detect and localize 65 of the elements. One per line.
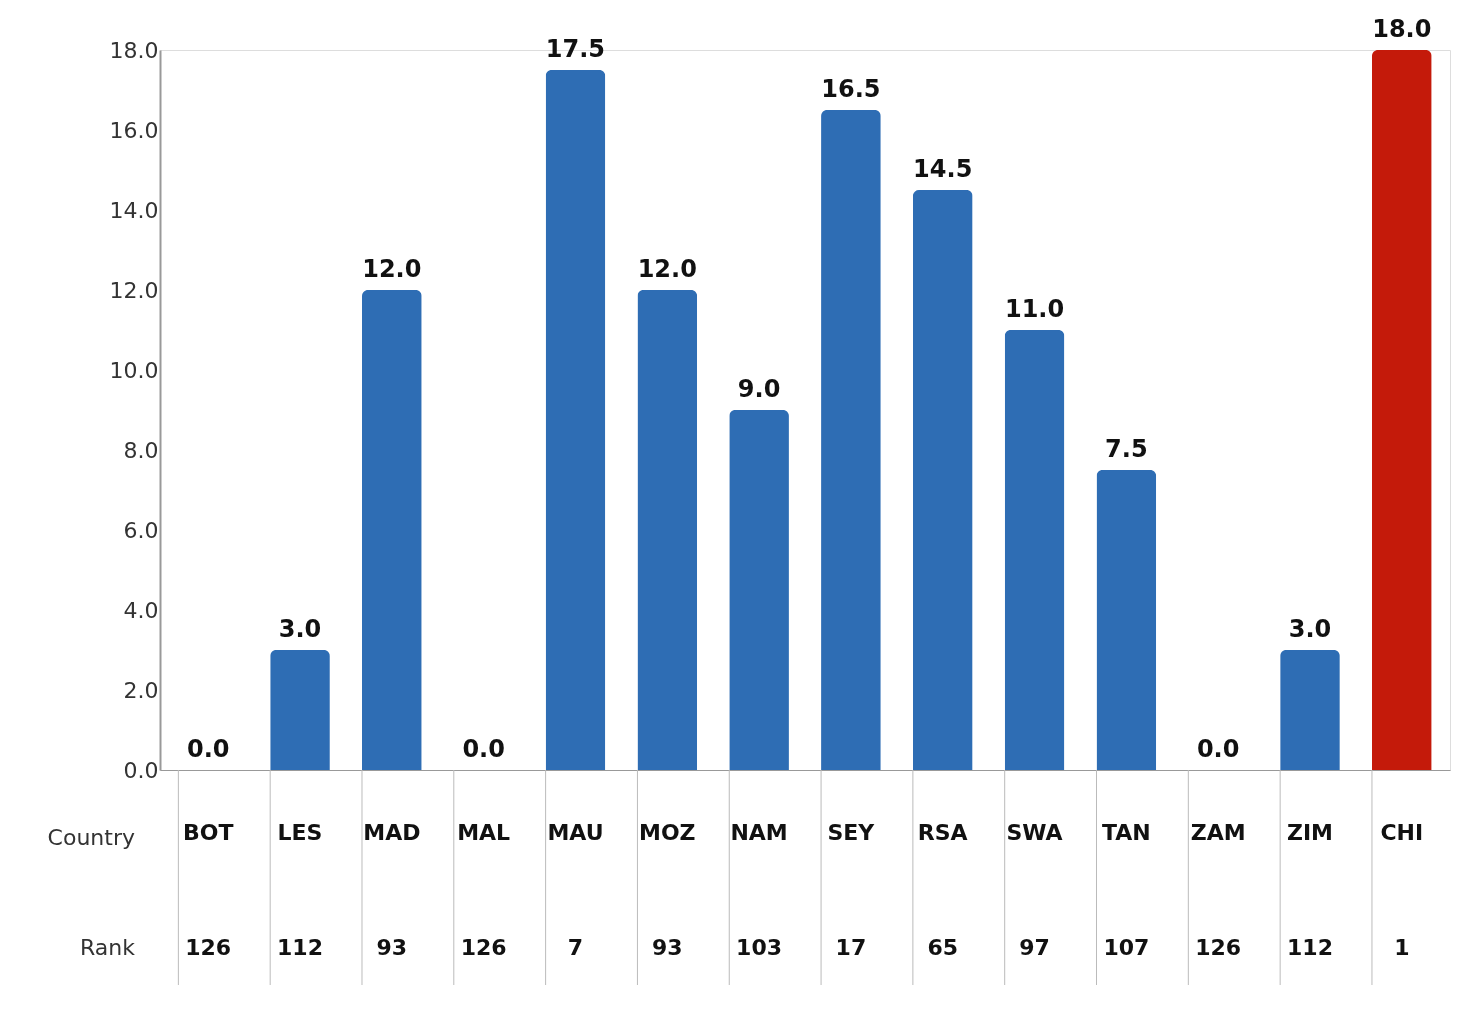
text: 112 xyxy=(1287,935,1333,960)
x-tick-label: MAU xyxy=(547,819,604,845)
text: 107 xyxy=(1103,935,1150,960)
data-label: 11.0 xyxy=(1004,295,1065,323)
x-tick-label: ZIM xyxy=(1286,819,1333,845)
text: Rank xyxy=(80,935,136,960)
data-label: 18.0 xyxy=(1372,15,1432,43)
bar xyxy=(545,70,606,770)
x-tick-label: MAD xyxy=(363,819,421,845)
bar xyxy=(1096,470,1157,770)
x-tick-label: CHI xyxy=(1380,819,1424,845)
x-tick-label: RSA xyxy=(917,819,968,845)
data-label: 14.5 xyxy=(913,155,973,183)
y-tick-label: 18.0 xyxy=(109,37,159,63)
data-label: 17.5 xyxy=(545,35,606,63)
text: 126 xyxy=(185,935,232,960)
text: 93 xyxy=(651,935,683,960)
bar xyxy=(1004,330,1065,770)
text: 126 xyxy=(1195,935,1242,960)
data-label: 7.5 xyxy=(1105,435,1148,463)
text: 112 xyxy=(277,935,323,960)
text: 126 xyxy=(460,935,507,960)
text: 65 xyxy=(927,935,959,960)
text: 7 xyxy=(567,935,584,960)
data-label: 3.0 xyxy=(278,615,322,643)
data-label: 3.0 xyxy=(1288,615,1332,643)
data-label: 0.0 xyxy=(462,735,505,763)
bar xyxy=(912,190,973,770)
y-tick-label: 10.0 xyxy=(109,357,159,383)
data-label: 12.0 xyxy=(637,255,697,283)
y-tick-label: 0.0 xyxy=(123,757,159,783)
text: 97 xyxy=(1019,935,1050,960)
x-axis-title: Country xyxy=(47,825,135,850)
bar xyxy=(821,110,881,770)
x-tick-label: SEY xyxy=(827,819,876,845)
bar xyxy=(361,290,422,770)
x-tick-label: TAN xyxy=(1101,819,1151,845)
bar xyxy=(1371,50,1432,770)
x-tick-label: ZAM xyxy=(1190,819,1246,845)
data-label: 0.0 xyxy=(186,735,230,763)
x-tick-label: MOZ xyxy=(639,819,696,845)
y-tick-label: 6.0 xyxy=(123,517,159,543)
text: 103 xyxy=(736,935,783,960)
y-tick-label: 8.0 xyxy=(123,437,159,463)
x-tick-label: MAL xyxy=(457,819,511,845)
text: 1 xyxy=(1394,935,1410,960)
bar xyxy=(270,650,330,770)
bar xyxy=(637,290,698,770)
data-label: 16.5 xyxy=(821,75,881,103)
y-tick-label: 14.0 xyxy=(109,197,159,223)
text: 17 xyxy=(835,935,867,960)
y-tick-label: 4.0 xyxy=(123,597,159,623)
x-tick-label: LES xyxy=(277,819,323,845)
y-tick-label: 12.0 xyxy=(109,277,159,303)
x-tick-label: SWA xyxy=(1006,819,1063,845)
text: 93 xyxy=(376,935,408,960)
data-label: 0.0 xyxy=(1196,735,1240,763)
bar xyxy=(729,410,789,770)
y-tick-label: 16.0 xyxy=(109,117,159,143)
data-label: 9.0 xyxy=(737,375,781,403)
y-tick-label: 2.0 xyxy=(123,677,159,703)
data-label: 12.0 xyxy=(362,255,422,283)
x-tick-label: NAM xyxy=(730,819,788,845)
x-tick-label: BOT xyxy=(182,819,234,845)
bar xyxy=(1280,650,1340,770)
